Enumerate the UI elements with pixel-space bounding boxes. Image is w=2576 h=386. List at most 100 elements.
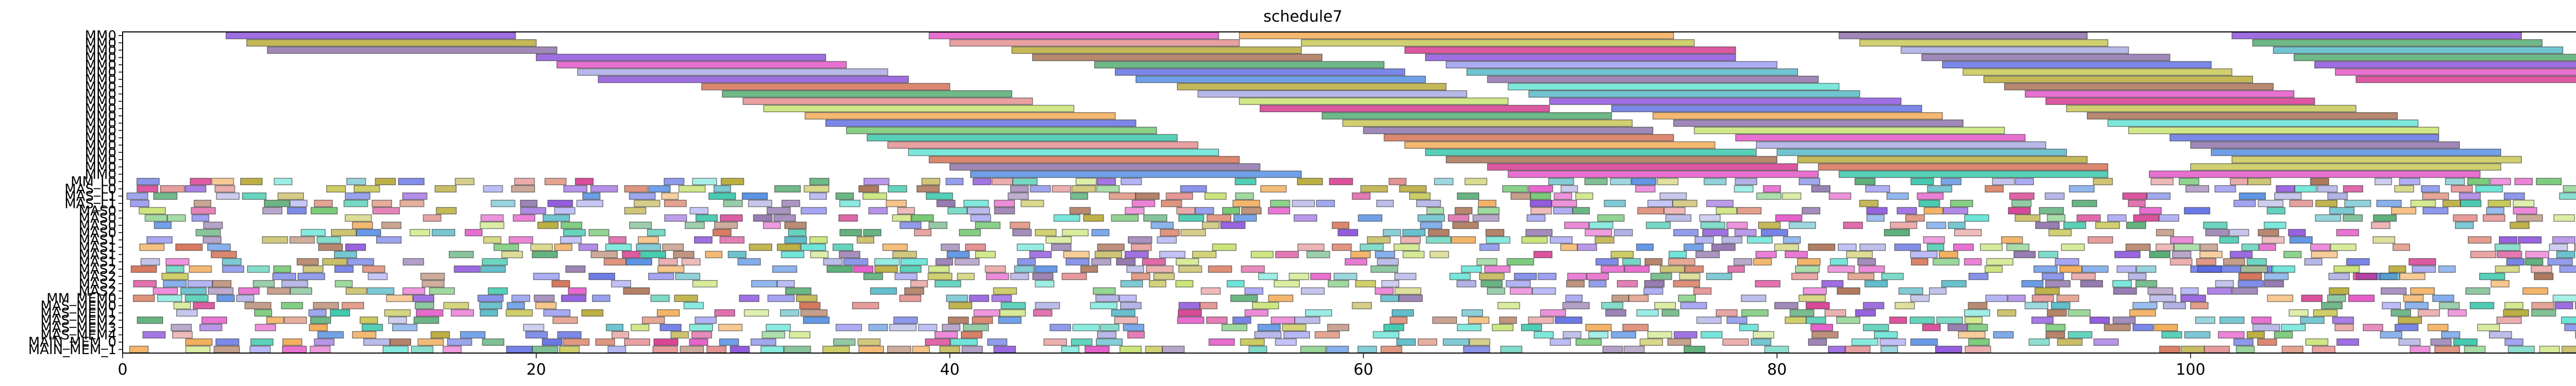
task-bar bbox=[2427, 324, 2449, 331]
task-bar bbox=[345, 287, 367, 295]
task-bar bbox=[1668, 258, 1696, 266]
task-bar bbox=[1843, 221, 1863, 229]
task-bar bbox=[2264, 280, 2284, 288]
task-bar bbox=[1525, 229, 1553, 237]
task-bar bbox=[1080, 265, 1098, 273]
task-bar bbox=[222, 265, 244, 273]
task-bar bbox=[2300, 317, 2325, 324]
y-tick-label: MM0 bbox=[85, 160, 116, 175]
task-bar bbox=[2454, 221, 2474, 229]
task-bar bbox=[2067, 309, 2091, 317]
task-bar bbox=[501, 251, 523, 258]
task-bar bbox=[1461, 309, 1483, 317]
task-bar bbox=[1859, 200, 1879, 207]
task-bar bbox=[889, 324, 917, 331]
task-bar bbox=[1072, 324, 1100, 331]
task-bar bbox=[1740, 294, 1767, 302]
y-tick-label: MAS2 bbox=[79, 262, 116, 277]
task-bar bbox=[254, 309, 273, 317]
task-bar bbox=[991, 294, 1012, 302]
task-bar bbox=[1677, 294, 1696, 302]
task-bar bbox=[1052, 185, 1071, 193]
task-bar bbox=[1695, 251, 1720, 258]
task-bar bbox=[173, 302, 191, 309]
task-bar bbox=[833, 338, 856, 346]
task-bar bbox=[1818, 163, 2109, 171]
task-bar bbox=[804, 112, 1116, 120]
task-bar bbox=[2252, 324, 2280, 331]
task-bar bbox=[1035, 229, 1057, 237]
task-bar bbox=[894, 272, 918, 280]
task-bar bbox=[1032, 272, 1054, 280]
task-bar bbox=[1326, 345, 1349, 354]
task-bar bbox=[420, 272, 445, 280]
task-bar bbox=[1936, 317, 1963, 324]
task-bar bbox=[1370, 265, 1398, 273]
task-bar bbox=[187, 280, 213, 288]
task-bar bbox=[1565, 294, 1583, 302]
task-bar bbox=[719, 236, 745, 244]
task-bar bbox=[137, 185, 159, 193]
task-bar bbox=[422, 214, 442, 222]
task-bar bbox=[2011, 200, 2032, 207]
task-bar bbox=[1514, 272, 1537, 280]
task-bar bbox=[1898, 287, 1923, 295]
task-bar bbox=[1161, 200, 1182, 207]
task-bar bbox=[2547, 258, 2573, 266]
task-bar bbox=[240, 178, 263, 185]
y-tick-label: MAS1 bbox=[79, 248, 116, 263]
task-bar bbox=[2554, 302, 2573, 309]
task-bar bbox=[900, 221, 922, 229]
task-bar bbox=[203, 221, 223, 229]
task-bar bbox=[1383, 324, 1404, 331]
task-bar bbox=[2333, 265, 2360, 273]
task-bar bbox=[398, 178, 425, 185]
task-bar bbox=[631, 324, 650, 331]
task-bar bbox=[2059, 265, 2082, 273]
task-bar bbox=[2247, 178, 2272, 185]
task-bar bbox=[1208, 338, 1235, 346]
task-bar bbox=[139, 243, 165, 251]
task-bar bbox=[900, 258, 928, 266]
task-bar bbox=[1012, 229, 1032, 237]
task-bar bbox=[1244, 309, 1269, 317]
task-bar bbox=[1176, 207, 1196, 215]
task-bar bbox=[1941, 280, 1967, 288]
task-bar bbox=[636, 243, 662, 251]
task-bar bbox=[810, 251, 829, 258]
task-bar bbox=[453, 265, 480, 273]
task-bar bbox=[2172, 251, 2192, 258]
task-bar bbox=[685, 221, 705, 229]
task-bar bbox=[1755, 280, 1781, 288]
task-bar bbox=[2439, 302, 2460, 309]
task-bar bbox=[541, 338, 563, 346]
task-bar bbox=[2197, 265, 2222, 273]
task-bar bbox=[2510, 221, 2530, 229]
task-bar bbox=[2467, 236, 2492, 244]
task-bar bbox=[1890, 221, 1918, 229]
task-bar bbox=[2080, 280, 2103, 288]
task-bar bbox=[1145, 345, 1163, 354]
task-bar bbox=[1204, 192, 1227, 200]
task-bar bbox=[994, 200, 1015, 207]
y-tick-label: MM0 bbox=[85, 65, 116, 80]
task-bar bbox=[1968, 302, 1988, 309]
task-bar bbox=[1964, 345, 1991, 354]
task-bar bbox=[680, 345, 704, 354]
task-bar bbox=[1382, 229, 1401, 237]
task-bar bbox=[2042, 272, 2064, 280]
y-tick-label: MAS1 bbox=[79, 233, 116, 248]
task-bar bbox=[1845, 345, 1871, 354]
task-bar bbox=[592, 294, 611, 302]
task-bar bbox=[1259, 104, 1550, 113]
task-bar bbox=[863, 272, 884, 280]
task-bar bbox=[1837, 287, 1860, 295]
task-bar bbox=[1502, 185, 1528, 193]
task-bar bbox=[1866, 214, 1885, 222]
task-bar bbox=[723, 200, 743, 207]
task-bar bbox=[658, 258, 678, 266]
task-bar bbox=[216, 192, 240, 200]
task-bar bbox=[1425, 148, 1757, 156]
task-bar bbox=[2563, 185, 2576, 193]
task-bar bbox=[1417, 338, 1437, 346]
